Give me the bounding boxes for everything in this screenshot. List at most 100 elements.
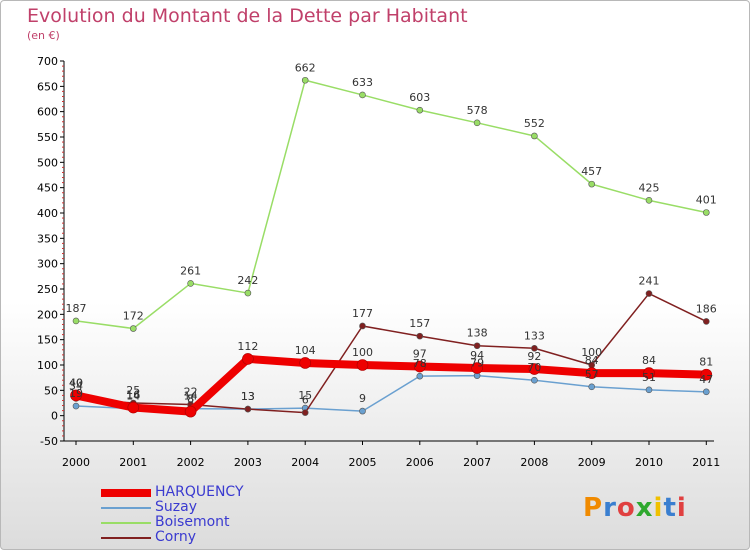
- x-tick-label: 2002: [177, 456, 205, 469]
- series-line: [72, 354, 711, 416]
- data-label: 14: [184, 390, 198, 403]
- data-point: [70, 389, 82, 402]
- data-point: [645, 197, 653, 204]
- x-tick-label: 2000: [62, 456, 90, 469]
- y-tick-label: 150: [37, 334, 58, 347]
- data-label: 177: [352, 307, 373, 320]
- data-label: 78: [413, 357, 427, 370]
- logo-letter: i: [676, 493, 687, 523]
- data-label: 92: [527, 350, 541, 363]
- data-label: 425: [639, 181, 660, 194]
- y-tick-label: 700: [37, 55, 58, 68]
- x-tick-label: 2011: [692, 456, 720, 469]
- data-point: [473, 119, 481, 127]
- data-point: [588, 180, 596, 188]
- data-label: 100: [352, 346, 373, 359]
- data-point: [528, 363, 541, 375]
- x-tick-label: 2005: [349, 456, 377, 469]
- data-point: [359, 91, 366, 99]
- data-label: 187: [66, 302, 87, 315]
- y-tick-label: 100: [37, 359, 58, 372]
- data-label: 9: [359, 392, 366, 405]
- data-label: 662: [295, 61, 316, 74]
- y-tick-label: 0: [51, 410, 58, 423]
- data-point: [72, 402, 80, 410]
- data-label: 172: [123, 310, 144, 323]
- legend-swatch: [101, 522, 151, 524]
- legend-label: Boisemont: [155, 514, 230, 530]
- data-point: [416, 106, 424, 114]
- legend-label: Corny: [155, 529, 197, 545]
- y-tick-label: 400: [37, 207, 58, 220]
- y-tick-label: 550: [37, 131, 58, 144]
- data-label: 112: [237, 340, 258, 353]
- data-label: 6: [302, 394, 309, 407]
- legend-swatch: [101, 489, 151, 497]
- data-label: 457: [581, 165, 602, 178]
- data-label: 578: [467, 104, 488, 117]
- y-tick-label: 250: [37, 283, 58, 296]
- data-point: [72, 317, 80, 325]
- y-tick-label: -50: [40, 435, 58, 448]
- data-point: [359, 407, 366, 415]
- data-point: [127, 401, 140, 414]
- data-point: [585, 367, 598, 379]
- data-label: 15: [298, 389, 312, 402]
- data-point: [359, 322, 366, 330]
- data-label: 25: [126, 384, 140, 397]
- y-tick-label: 650: [37, 80, 58, 93]
- data-point: [184, 405, 197, 418]
- data-label: 14: [126, 390, 140, 403]
- data-point: [531, 344, 538, 352]
- x-tick-label: 2003: [234, 456, 262, 469]
- legend-label: HARQUENCY: [155, 484, 244, 500]
- data-point: [645, 290, 653, 297]
- logo-letter: o: [616, 493, 636, 523]
- data-point: [187, 280, 194, 287]
- series-line: [75, 374, 708, 412]
- proxiti-logo: Proxiti: [583, 493, 687, 523]
- data-label: 241: [639, 275, 660, 288]
- data-point: [130, 325, 137, 332]
- data-label: 104: [295, 344, 316, 357]
- x-tick-label: 2010: [635, 456, 663, 469]
- legend-swatch: [101, 537, 151, 539]
- data-label: 13: [241, 390, 255, 403]
- data-label: 186: [696, 302, 717, 315]
- data-point: [299, 357, 312, 369]
- data-point: [531, 132, 538, 140]
- legend-label: Suzay: [155, 499, 197, 515]
- legend-item: Corny: [101, 529, 341, 545]
- data-label: 8: [187, 393, 194, 406]
- data-point: [702, 209, 710, 216]
- data-label: 100: [581, 346, 602, 359]
- data-point: [473, 342, 481, 350]
- data-label: 19: [69, 387, 83, 400]
- data-label: 552: [524, 117, 545, 130]
- data-label: 94: [470, 349, 484, 362]
- x-tick-label: 2006: [406, 456, 434, 469]
- logo-letter: i: [653, 493, 664, 523]
- data-point: [416, 372, 424, 380]
- data-label: 57: [585, 368, 599, 381]
- y-tick-label: 500: [37, 156, 58, 169]
- data-point: [588, 383, 596, 391]
- data-label: 51: [642, 371, 656, 384]
- series-line: [75, 79, 708, 330]
- y-tick-label: 300: [37, 258, 58, 271]
- legend-swatch: [101, 507, 151, 509]
- data-label: 133: [524, 329, 545, 342]
- data-point: [643, 367, 655, 379]
- data-label: 47: [699, 373, 713, 386]
- data-label: 40: [69, 376, 83, 389]
- data-point: [531, 376, 538, 384]
- logo-letter: x: [635, 493, 654, 523]
- data-label: 157: [409, 317, 430, 330]
- x-tick-label: 2008: [520, 456, 548, 469]
- data-point: [700, 368, 713, 381]
- data-point: [301, 409, 309, 416]
- data-label: 633: [352, 76, 373, 89]
- data-label: 261: [180, 264, 201, 277]
